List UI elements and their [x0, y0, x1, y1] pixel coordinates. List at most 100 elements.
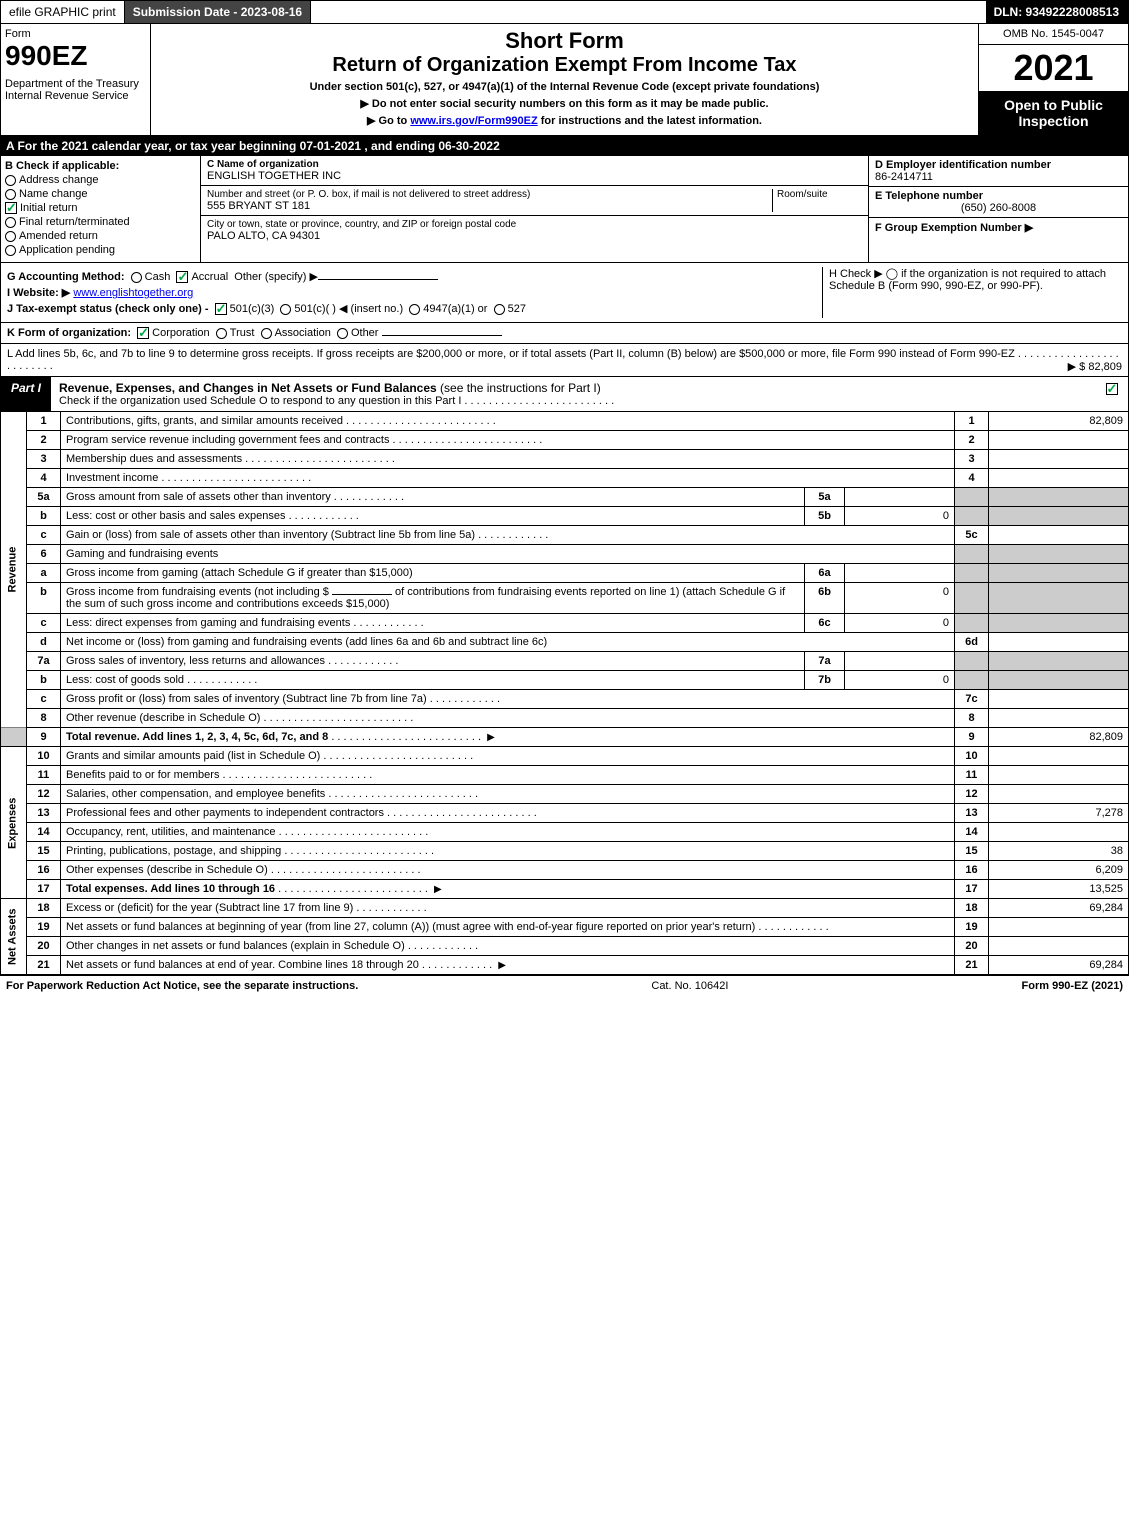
k-other-input[interactable] [382, 335, 502, 336]
row4-desc: Investment income [66, 472, 311, 484]
row4-num: 4 [27, 469, 61, 488]
row7c-rnum: 7c [955, 690, 989, 709]
row6c-vshade [989, 614, 1129, 633]
row20-desc: Other changes in net assets or fund bala… [66, 940, 478, 952]
form-header: Form 990EZ Department of the Treasury In… [0, 24, 1129, 136]
row6a-rshade [955, 564, 989, 583]
j-501c-radio[interactable] [280, 304, 291, 315]
c-addr-row: Number and street (or P. O. box, if mail… [201, 186, 868, 216]
row8-rnum: 8 [955, 709, 989, 728]
k-trust-radio[interactable] [216, 328, 227, 339]
row1-num: 1 [27, 412, 61, 431]
row15-val: 38 [989, 842, 1129, 861]
row3-num: 3 [27, 450, 61, 469]
arrow-icon [431, 883, 445, 895]
row9-val: 82,809 [989, 728, 1129, 747]
row6c-desc: Less: direct expenses from gaming and fu… [66, 617, 424, 629]
j-4947-radio[interactable] [409, 304, 420, 315]
irs-link[interactable]: www.irs.gov/Form990EZ [410, 115, 537, 127]
g-other-label: Other (specify) ▶ [234, 271, 318, 283]
row1-val: 82,809 [989, 412, 1129, 431]
chk-amended-label: Amended return [19, 230, 98, 242]
chk-initial-label: Initial return [20, 202, 77, 214]
chk-amended[interactable]: Amended return [5, 230, 196, 242]
title-return: Return of Organization Exempt From Incom… [159, 54, 970, 77]
line-j: J Tax-exempt status (check only one) - 5… [7, 302, 822, 315]
chk-name[interactable]: Name change [5, 188, 196, 200]
chk-pending[interactable]: Application pending [5, 244, 196, 256]
row6c-sv: 0 [845, 614, 955, 633]
row6b-sv: 0 [845, 583, 955, 614]
row6b-desc1: Gross income from fundraising events (no… [66, 586, 329, 598]
row6b-num: b [27, 583, 61, 614]
l-amount: ▶ $ 82,809 [1068, 360, 1122, 373]
g-accrual-check[interactable] [176, 271, 188, 283]
j-label: J Tax-exempt status (check only one) - [7, 303, 209, 315]
row9-num: 9 [27, 728, 61, 747]
row19-desc: Net assets or fund balances at beginning… [66, 921, 829, 933]
j-501c3-check[interactable] [215, 303, 227, 315]
k-other-radio[interactable] [337, 328, 348, 339]
h-text: H Check ▶ ◯ if the organization is not r… [829, 268, 1106, 292]
row12-rnum: 12 [955, 785, 989, 804]
dln: DLN: 93492228008513 [986, 1, 1128, 23]
title-short-form: Short Form [159, 28, 970, 54]
part-i-tag: Part I [1, 377, 51, 411]
row10-num: 10 [27, 747, 61, 766]
row10-desc: Grants and similar amounts paid (list in… [66, 750, 473, 762]
dept-label: Department of the Treasury Internal Reve… [5, 78, 146, 102]
subtitle-ssn: ▶ Do not enter social security numbers o… [159, 97, 970, 110]
row5b-vshade [989, 507, 1129, 526]
row15-rnum: 15 [955, 842, 989, 861]
part-i-checkbox[interactable] [1098, 377, 1128, 411]
row18-desc: Excess or (deficit) for the year (Subtra… [66, 902, 427, 914]
chk-final[interactable]: Final return/terminated [5, 216, 196, 228]
chk-address[interactable]: Address change [5, 174, 196, 186]
row14-val [989, 823, 1129, 842]
row6-num: 6 [27, 545, 61, 564]
row2-num: 2 [27, 431, 61, 450]
c-room-label: Room/suite [777, 189, 862, 200]
k-corp-check[interactable] [137, 327, 149, 339]
e-value: (650) 260-8008 [875, 202, 1122, 214]
row6c-num: c [27, 614, 61, 633]
row7b-desc: Less: cost of goods sold [66, 674, 257, 686]
row6a-vshade [989, 564, 1129, 583]
form-number: 990EZ [5, 40, 146, 72]
k-trust-label: Trust [230, 327, 255, 339]
row12-val [989, 785, 1129, 804]
row7b-sn: 7b [805, 671, 845, 690]
part-i-title: Revenue, Expenses, and Changes in Net As… [51, 377, 1098, 411]
b-title: B Check if applicable: [5, 160, 196, 172]
website-link[interactable]: www.englishtogether.org [73, 287, 193, 299]
row5a-rshade [955, 488, 989, 507]
row6-rshade [955, 545, 989, 564]
row13-rnum: 13 [955, 804, 989, 823]
row21-desc: Net assets or fund balances at end of ye… [66, 959, 492, 971]
row8-num: 8 [27, 709, 61, 728]
row9-rnum: 9 [955, 728, 989, 747]
efile-button[interactable]: efile GRAPHIC print [1, 1, 125, 23]
form-label: Form [5, 28, 146, 40]
row6b-blank[interactable] [332, 594, 392, 595]
goto-pre: ▶ Go to [367, 115, 410, 127]
row14-rnum: 14 [955, 823, 989, 842]
g-cash-radio[interactable] [131, 272, 142, 283]
c-addr-value: 555 BRYANT ST 181 [207, 200, 772, 212]
k-assoc-radio[interactable] [261, 328, 272, 339]
row4-rnum: 4 [955, 469, 989, 488]
row7a-sv [845, 652, 955, 671]
g-other-input[interactable] [318, 279, 438, 280]
header-mid: Short Form Return of Organization Exempt… [151, 24, 978, 135]
row5b-sv: 0 [845, 507, 955, 526]
g-label: G Accounting Method: [7, 271, 125, 283]
row5c-val [989, 526, 1129, 545]
line-i: I Website: ▶ www.englishtogether.org [7, 286, 822, 299]
row10-val [989, 747, 1129, 766]
chk-final-label: Final return/terminated [19, 216, 130, 228]
chk-name-label: Name change [19, 188, 88, 200]
chk-initial[interactable]: Initial return [5, 202, 196, 214]
c-name-row: C Name of organization ENGLISH TOGETHER … [201, 156, 868, 186]
j-527-radio[interactable] [494, 304, 505, 315]
row11-num: 11 [27, 766, 61, 785]
